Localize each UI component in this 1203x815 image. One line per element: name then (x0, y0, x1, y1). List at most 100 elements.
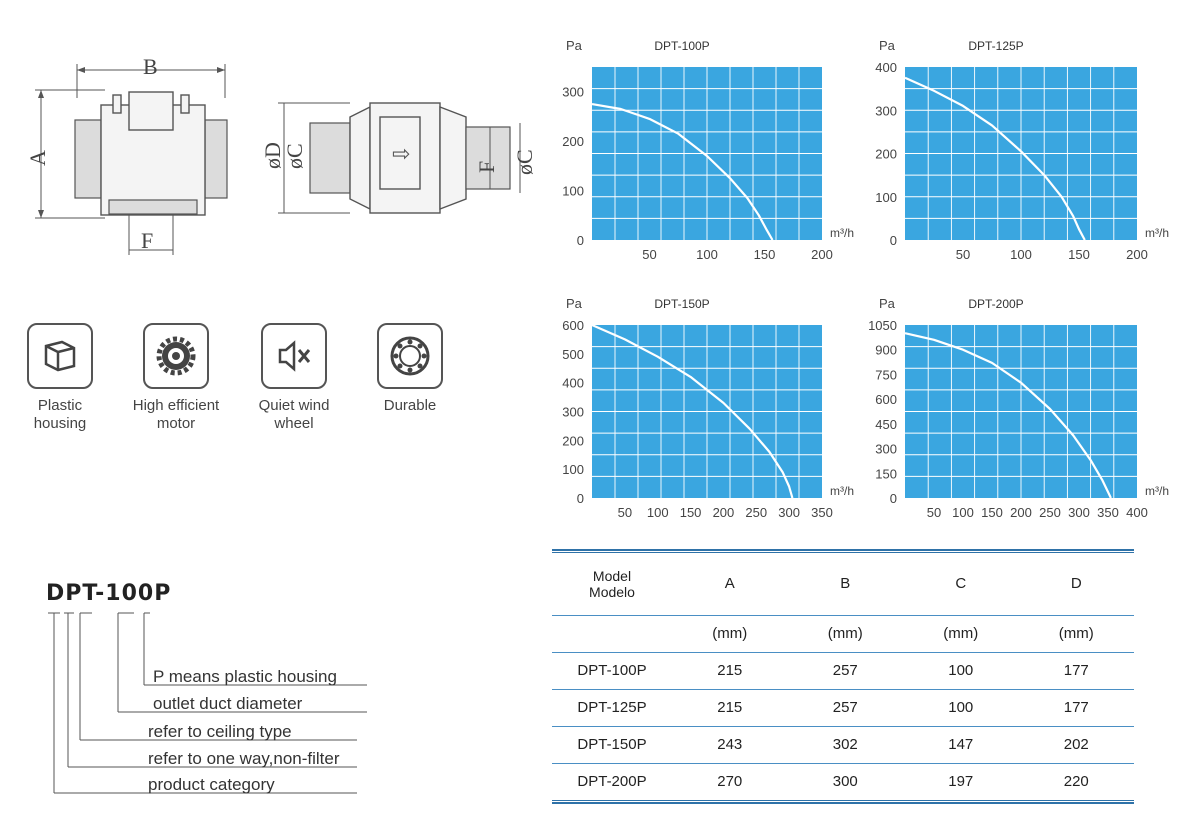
table-row: DPT-100P 215 257 100 177 (552, 652, 1134, 690)
cell-d: 177 (1018, 689, 1134, 727)
y-tick-label: 400 (875, 60, 897, 75)
header-c: C (903, 553, 1019, 616)
y-tick-label: 1050 (868, 318, 897, 333)
cell-c: 147 (903, 726, 1019, 764)
header-b: B (787, 553, 903, 616)
feature-plastic-housing: Plastic housing (0, 323, 120, 433)
performance-curve (591, 103, 774, 241)
plot-area (592, 325, 822, 498)
y-tick-label: 300 (875, 103, 897, 118)
chart-title: DPT-150P (654, 297, 709, 311)
dim-c-right-label: øC (512, 149, 537, 175)
plot-area (905, 67, 1137, 240)
cell-model: DPT-125P (552, 689, 672, 727)
feature-label: Quiet wind wheel (258, 397, 330, 432)
front-view-drawing: B A F (25, 54, 228, 255)
table-row: DPT-200P 270 300 197 220 (552, 763, 1134, 800)
cell-c: 197 (948, 773, 974, 791)
performance-curve (904, 76, 1086, 241)
x-axis-label: m³/h (1145, 226, 1169, 240)
cell-model: DPT-100P (552, 652, 672, 690)
y-tick-label: 400 (562, 376, 584, 391)
y-axis-label: Pa (879, 38, 896, 53)
x-tick-label: 250 (745, 505, 767, 520)
y-axis-label: Pa (566, 296, 583, 311)
unit-cell: (mm) (1018, 615, 1134, 653)
header-a: A (672, 553, 788, 616)
x-tick-label: 200 (1010, 505, 1032, 520)
gear-icon (143, 323, 209, 389)
feature-label: Durable (383, 397, 437, 414)
unit-cell: (mm) (672, 615, 788, 653)
speaker-mute-icon (261, 323, 327, 389)
code-legend-item: outlet duct diameter (153, 694, 303, 713)
svg-text:⇨: ⇨ (392, 142, 410, 167)
dim-c-label: øC (282, 143, 307, 169)
table-units-row: (mm) (mm) (mm) (mm) (552, 615, 1134, 653)
cell-a: 270 (717, 773, 743, 791)
x-tick-label: 300 (778, 505, 800, 520)
header-d: D (1018, 553, 1134, 616)
x-tick-label: 150 (1068, 247, 1090, 262)
x-tick-label: 350 (811, 505, 833, 520)
y-tick-label: 100 (875, 190, 897, 205)
cell-b: 300 (832, 773, 858, 791)
feature-efficient-motor: High efficient motor (116, 323, 236, 433)
table-bottom-rule (552, 800, 1134, 804)
feature-quiet-wheel: Quiet wind wheel (234, 323, 354, 433)
y-tick-label: 300 (875, 442, 897, 457)
unit-cell (552, 615, 672, 653)
y-tick-label: 0 (577, 491, 584, 506)
ring-icon (377, 323, 443, 389)
x-tick-label: 100 (952, 505, 974, 520)
x-tick-label: 200 (811, 247, 833, 262)
table-row: DPT-125P 215 257 100 177 (552, 689, 1134, 727)
y-axis-label: Pa (879, 296, 896, 311)
y-tick-label: 600 (562, 318, 584, 333)
feature-durable: Durable (350, 323, 470, 415)
code-legend-item: P means plastic housing (153, 667, 337, 686)
chart-title: DPT-200P (968, 297, 1023, 311)
x-tick-label: 400 (1126, 505, 1148, 520)
plot-area (905, 325, 1137, 498)
y-tick-label: 0 (577, 233, 584, 248)
dim-f-right-label: F (474, 161, 499, 173)
x-tick-label: 150 (981, 505, 1003, 520)
x-tick-label: 350 (1097, 505, 1119, 520)
y-tick-label: 450 (875, 417, 897, 432)
x-tick-label: 50 (618, 505, 632, 520)
cell-c: 100 (903, 689, 1019, 727)
y-tick-label: 200 (875, 147, 897, 162)
table-top-rule (552, 549, 1134, 553)
table-row: DPT-150P 243 302 147 202 (552, 726, 1134, 764)
grid (592, 67, 822, 240)
x-tick-label: 100 (696, 247, 718, 262)
x-axis-label: m³/h (1145, 484, 1169, 498)
performance-curve (591, 323, 794, 499)
x-tick-label: 300 (1068, 505, 1090, 520)
table-header-row: Model Modelo A B C D (552, 553, 1134, 616)
cell-a: 215 (672, 652, 788, 690)
cell-c: 100 (903, 652, 1019, 690)
y-tick-label: 600 (875, 392, 897, 407)
x-tick-label: 50 (927, 505, 941, 520)
feature-label: Plastic housing (33, 397, 87, 432)
y-tick-label: 100 (562, 462, 584, 477)
grid (905, 325, 1137, 498)
cell-b: 257 (787, 689, 903, 727)
x-tick-label: 100 (647, 505, 669, 520)
unit-cell: (mm) (903, 615, 1019, 653)
y-tick-label: 100 (562, 184, 584, 199)
code-legend-item: refer to ceiling type (148, 722, 292, 741)
model-code-leaders (48, 612, 367, 794)
model-code-title: DPT-100P (46, 581, 172, 606)
x-tick-label: 150 (754, 247, 776, 262)
x-tick-label: 100 (1010, 247, 1032, 262)
y-tick-label: 0 (890, 491, 897, 506)
grid (905, 67, 1137, 240)
cell-model: DPT-200P (577, 773, 647, 791)
y-axis-label: Pa (566, 38, 583, 53)
spec-table: Model Modelo A B C D (mm) (mm) (mm) (mm)… (552, 553, 1134, 800)
x-axis-label: m³/h (830, 226, 854, 240)
cell-b: 257 (787, 652, 903, 690)
